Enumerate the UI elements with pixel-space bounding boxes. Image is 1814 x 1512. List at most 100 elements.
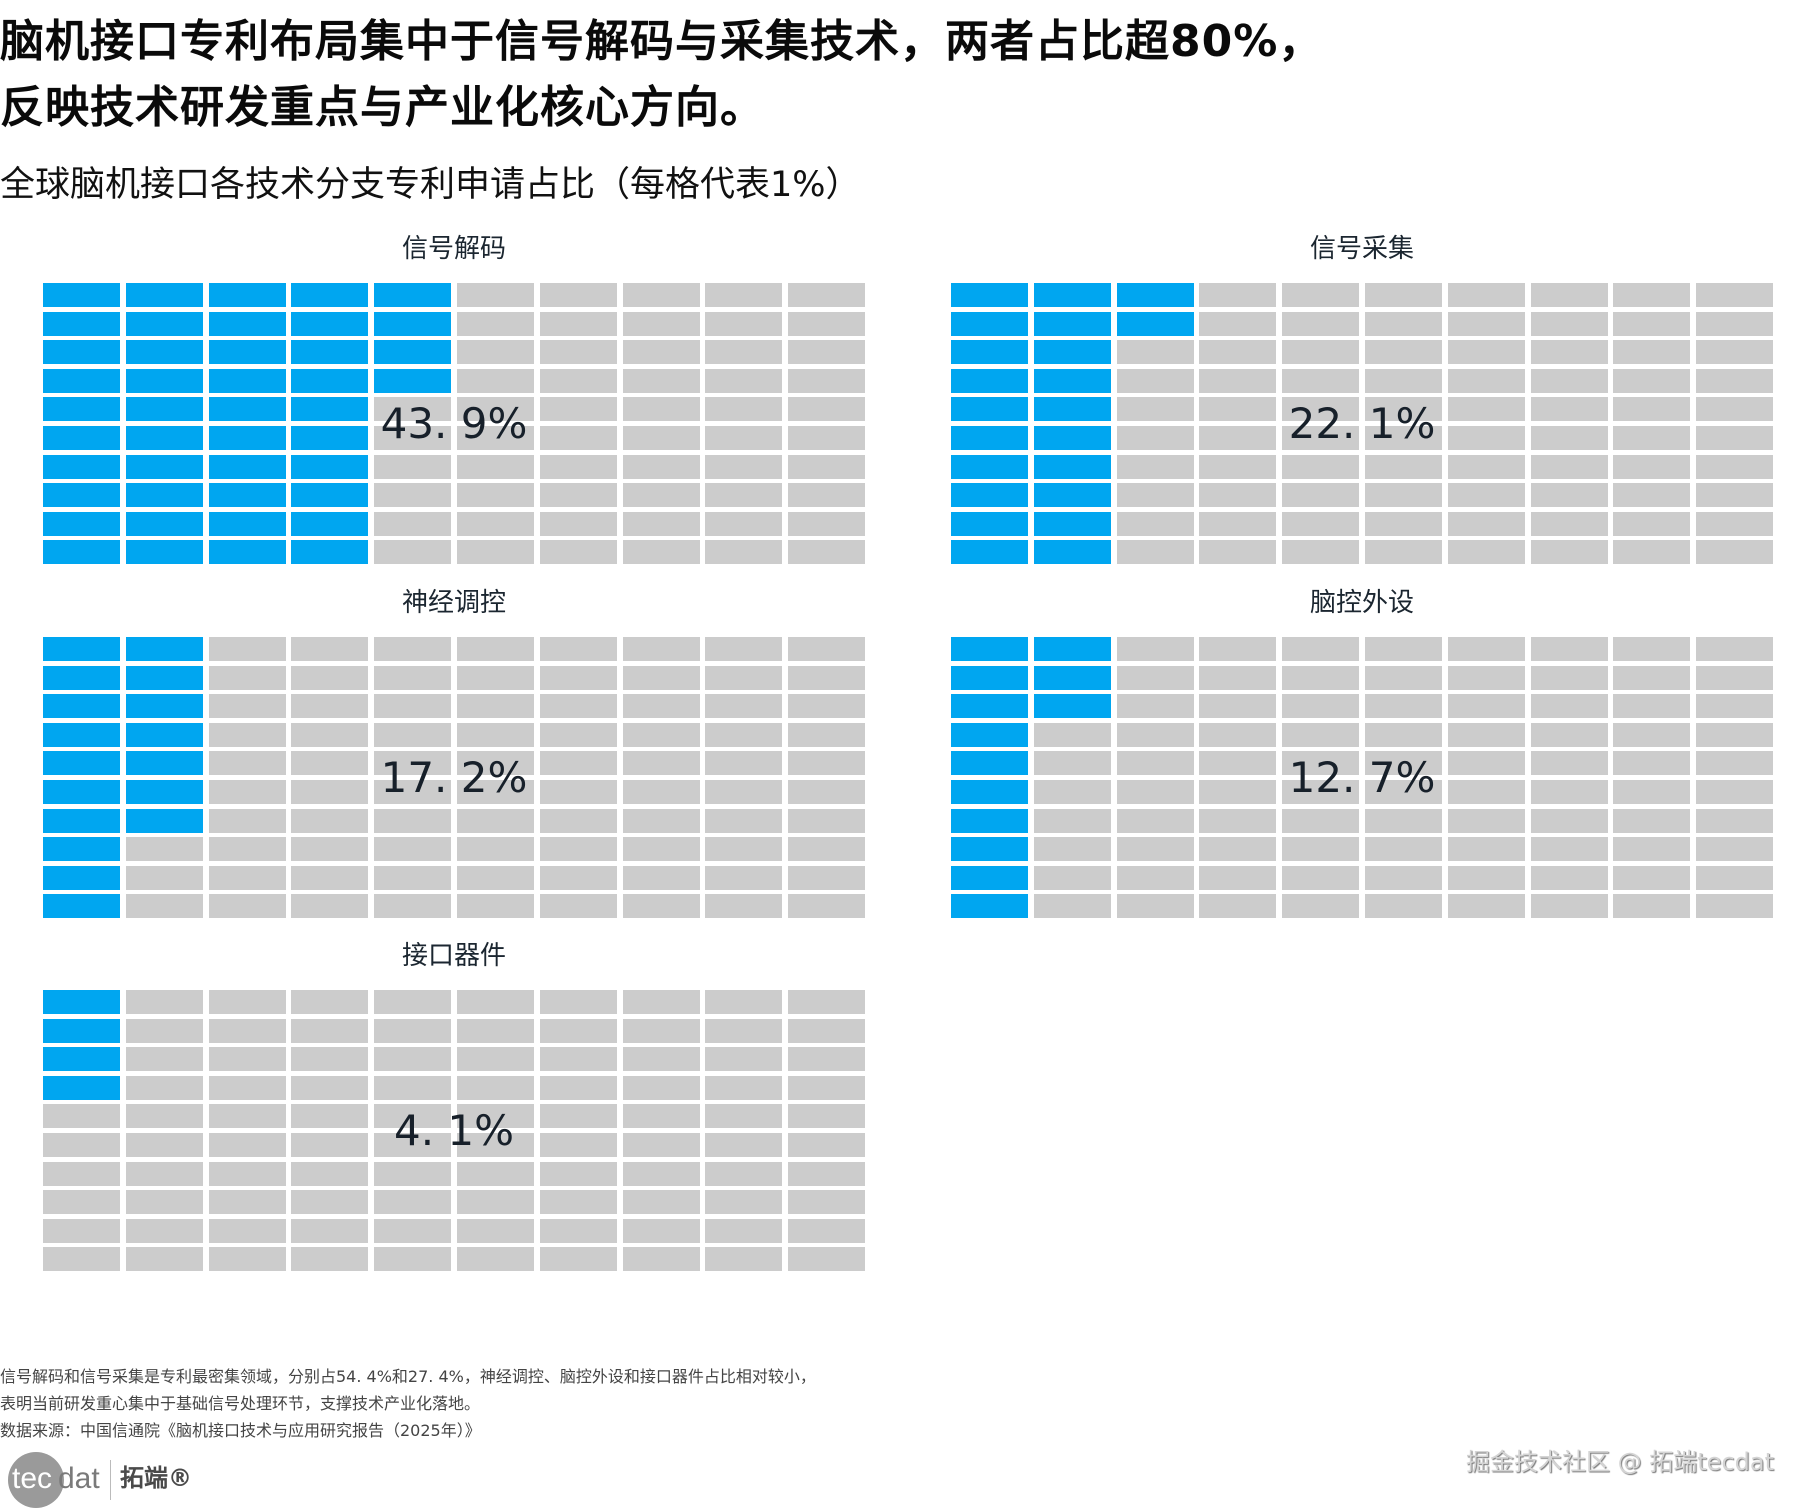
waffle-cell-empty <box>539 1247 617 1272</box>
waffle-cell-empty <box>1365 511 1442 536</box>
waffle-cell-empty <box>291 1018 369 1043</box>
waffle-cell-empty <box>1033 780 1111 804</box>
waffle-cell-empty <box>1199 368 1277 393</box>
waffle-cell-empty <box>622 1190 700 1215</box>
waffle-cell-empty <box>622 1218 700 1243</box>
waffle-cell-filled <box>43 722 120 747</box>
waffle-cell-empty <box>539 454 617 479</box>
waffle-cell-empty <box>374 483 452 508</box>
waffle-cell-filled <box>125 283 203 307</box>
waffle-cell-filled <box>1033 368 1111 393</box>
waffle-cell-empty <box>788 722 866 747</box>
waffle-cell-empty <box>1365 637 1442 661</box>
waffle-cell-filled <box>291 483 369 508</box>
waffle-cell-filled <box>1033 694 1111 719</box>
waffle-cell-empty <box>788 751 866 776</box>
waffle-cell-filled <box>125 637 203 661</box>
waffle-cell-empty <box>374 397 452 422</box>
panel-title: 信号采集 <box>1309 234 1414 264</box>
waffle-cell-empty <box>1447 637 1525 661</box>
waffle-cell-empty <box>208 990 286 1014</box>
waffle-cell-empty <box>1613 808 1691 833</box>
waffle-cell-empty <box>1282 454 1360 479</box>
waffle-cell-empty <box>539 1133 617 1157</box>
waffle-cell-empty <box>1365 283 1442 307</box>
waffle-cell-empty <box>622 665 700 690</box>
waffle-cell-empty <box>1365 894 1442 919</box>
waffle-cell-filled <box>951 894 1028 919</box>
waffle-cell-empty <box>374 1047 452 1072</box>
waffle-cell-empty <box>788 283 866 307</box>
waffle-cell-empty <box>125 894 203 919</box>
waffle-cell-empty <box>291 1075 369 1100</box>
waffle-cell-empty <box>1447 837 1525 862</box>
waffle-cell-empty <box>705 426 783 450</box>
waffle-cell-empty <box>1530 511 1608 536</box>
waffle-cell-empty <box>457 1018 534 1043</box>
panel-title: 接口器件 <box>401 941 506 971</box>
waffle-cell-empty <box>622 722 700 747</box>
waffle-cell-filled <box>951 751 1028 776</box>
waffle-cell-empty <box>1282 397 1360 422</box>
waffle-cell-empty <box>705 1047 783 1072</box>
waffle-cell-empty <box>208 1075 286 1100</box>
chart-subtitle: 全球脑机接口各技术分支专利申请占比（每格代表1%） <box>0 165 861 205</box>
waffle-cell-empty <box>622 340 700 365</box>
waffle-cell-empty <box>1365 808 1442 833</box>
waffle-cell-empty <box>1613 311 1691 336</box>
waffle-cell-empty <box>1365 454 1442 479</box>
waffle-cell-empty <box>539 837 617 862</box>
waffle-cell-empty <box>1447 665 1525 690</box>
waffle-cell-empty <box>788 1218 866 1243</box>
waffle-cell-empty <box>208 637 286 661</box>
waffle-cell-empty <box>1613 722 1691 747</box>
waffle-cell-empty <box>539 637 617 661</box>
waffle-cell-empty <box>1365 837 1442 862</box>
waffle-cell-empty <box>1365 722 1442 747</box>
waffle-cell-filled <box>951 311 1028 336</box>
waffle-cell-filled <box>951 511 1028 536</box>
waffle-cell-empty <box>208 1161 286 1186</box>
waffle-cell-empty <box>539 540 617 565</box>
waffle-cell-filled <box>951 283 1028 307</box>
waffle-cell-empty <box>788 1018 866 1043</box>
waffle-cell-empty <box>1696 397 1774 422</box>
waffle-cell-filled <box>208 397 286 422</box>
waffle-cell-empty <box>1199 894 1277 919</box>
waffle-cell-empty <box>1033 722 1111 747</box>
waffle-grid <box>951 637 1774 919</box>
waffle-cell-empty <box>705 1104 783 1129</box>
waffle-cell-empty <box>208 1133 286 1157</box>
waffle-cell-empty <box>788 990 866 1014</box>
waffle-cell-empty <box>1447 722 1525 747</box>
waffle-cell-empty <box>539 665 617 690</box>
waffle-cell-empty <box>1282 751 1360 776</box>
waffle-cell-empty <box>374 540 452 565</box>
waffle-cell-empty <box>291 780 369 804</box>
waffle-cell-empty <box>1033 894 1111 919</box>
waffle-cell-empty <box>1365 694 1442 719</box>
waffle-cell-empty <box>374 637 452 661</box>
waffle-cell-empty <box>457 665 534 690</box>
waffle-cell-filled <box>291 511 369 536</box>
waffle-cell-empty <box>1696 637 1774 661</box>
waffle-cell-filled <box>43 780 120 804</box>
waffle-cell-empty <box>788 340 866 365</box>
waffle-cell-empty <box>457 311 534 336</box>
waffle-cell-empty <box>539 311 617 336</box>
waffle-cell-empty <box>374 1133 452 1157</box>
waffle-cell-empty <box>125 1018 203 1043</box>
waffle-cell-empty <box>788 1104 866 1129</box>
waffle-cell-empty <box>1365 751 1442 776</box>
waffle-cell-filled <box>43 283 120 307</box>
waffle-cell-filled <box>374 283 452 307</box>
waffle-cell-empty <box>457 368 534 393</box>
waffle-cell-empty <box>539 722 617 747</box>
waffle-cell-empty <box>1530 665 1608 690</box>
waffle-cell-empty <box>1613 483 1691 508</box>
waffle-cell-empty <box>291 1161 369 1186</box>
waffle-cell-empty <box>788 540 866 565</box>
waffle-cell-filled <box>1033 397 1111 422</box>
waffle-cell-empty <box>1530 540 1608 565</box>
waffle-cell-empty <box>1613 694 1691 719</box>
